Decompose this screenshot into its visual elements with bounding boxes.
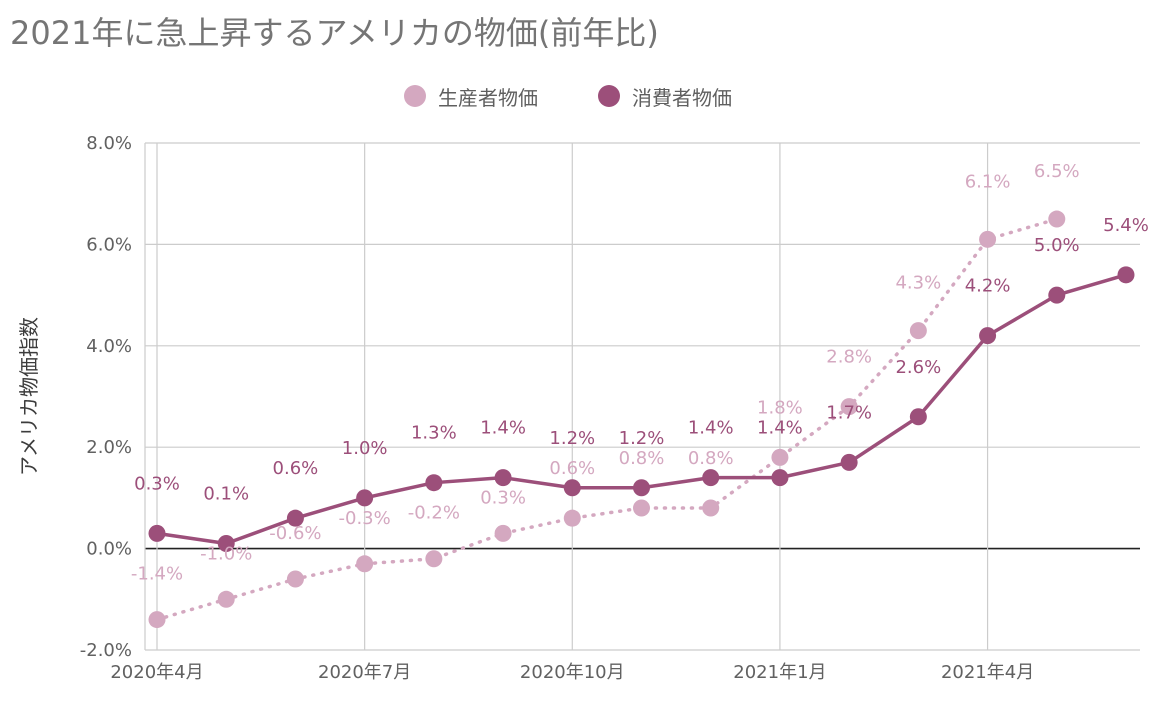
data-label-producer: 0.8% xyxy=(619,448,665,469)
point-producer xyxy=(702,499,720,517)
point-producer xyxy=(286,570,304,588)
data-label-consumer: 5.4% xyxy=(1103,215,1149,236)
data-label-consumer: 1.2% xyxy=(619,428,665,449)
legend-label-producer: 生産者物価 xyxy=(438,85,538,110)
x-tick-label: 2020年4月 xyxy=(110,662,203,683)
grid xyxy=(144,142,1140,651)
y-tick-label: 8.0% xyxy=(86,133,132,154)
x-tick-label: 2021年1月 xyxy=(733,662,826,683)
point-consumer xyxy=(425,474,443,492)
point-consumer xyxy=(840,453,858,471)
point-producer xyxy=(909,322,927,340)
x-tick-label: 2020年7月 xyxy=(318,662,411,683)
y-tick-label: 0.0% xyxy=(86,539,132,560)
point-producer xyxy=(1048,210,1066,228)
chart-title: 2021年に急上昇するアメリカの物価(前年比) xyxy=(10,14,659,52)
data-label-consumer: 2.6% xyxy=(895,357,941,378)
data-label-producer: 2.8% xyxy=(826,347,872,368)
point-producer xyxy=(840,398,858,416)
data-label-consumer: 1.4% xyxy=(688,418,734,439)
data-label-consumer: 5.0% xyxy=(1034,235,1080,256)
x-tick-label: 2021年4月 xyxy=(941,662,1034,683)
data-label-producer: 1.8% xyxy=(757,397,803,418)
data-label-consumer: 4.2% xyxy=(965,276,1011,297)
y-tick-label: 2.0% xyxy=(86,437,132,458)
point-consumer xyxy=(633,479,650,497)
point-consumer xyxy=(494,469,512,487)
point-consumer xyxy=(979,327,997,345)
data-labels: -1.4% -1.0% -0.6% -0.3% -0.2% 0.3% 0.6% 0.8% 0.8… xyxy=(131,161,1149,585)
legend: 生産者物価 消費者物価 xyxy=(0,80,1162,112)
point-consumer xyxy=(563,479,581,497)
y-tick-label: 6.0% xyxy=(86,234,132,255)
data-label-consumer: 1.2% xyxy=(549,428,595,449)
data-label-consumer: 0.6% xyxy=(273,458,319,479)
point-consumer xyxy=(217,535,235,553)
point-consumer xyxy=(356,489,374,507)
data-label-producer: 6.1% xyxy=(965,171,1011,192)
data-label-consumer: 1.4% xyxy=(480,418,526,439)
data-label-producer: 6.5% xyxy=(1034,161,1080,182)
data-label-producer: -0.3% xyxy=(339,508,391,529)
data-label-producer: 0.3% xyxy=(480,487,526,508)
point-producer xyxy=(494,524,512,542)
data-label-consumer: 1.7% xyxy=(826,402,872,423)
axes: -2.0% 0.0% 2.0% 4.0% 6.0% 8.0% 2020年4月 2020年7月 2… xyxy=(17,133,1034,683)
legend-item-consumer[interactable]: 消費者物価 xyxy=(598,80,732,112)
y-tick-label: -2.0% xyxy=(80,640,132,661)
point-consumer xyxy=(1048,286,1066,304)
legend-label-consumer: 消費者物価 xyxy=(632,85,732,110)
y-tick-label: 4.0% xyxy=(86,336,132,357)
point-producer xyxy=(217,590,235,608)
point-producer xyxy=(633,499,650,517)
data-label-producer: -0.6% xyxy=(269,523,321,544)
point-producer xyxy=(425,550,443,568)
data-label-consumer: 1.3% xyxy=(411,423,457,444)
point-consumer xyxy=(1117,266,1135,284)
data-label-producer: -1.4% xyxy=(131,564,183,585)
legend-marker-producer xyxy=(404,85,426,107)
legend-item-producer[interactable]: 生産者物価 xyxy=(404,80,538,112)
data-label-consumer: 0.3% xyxy=(134,473,180,494)
point-producer xyxy=(771,448,789,466)
point-producer xyxy=(979,230,997,248)
point-producer xyxy=(356,555,374,573)
y-axis-title: アメリカ物価指数 xyxy=(17,317,41,476)
legend-marker-consumer xyxy=(598,85,620,107)
point-consumer xyxy=(771,469,789,487)
data-label-producer: 0.6% xyxy=(549,458,595,479)
point-consumer xyxy=(286,509,304,527)
data-label-consumer: 1.0% xyxy=(342,438,388,459)
data-label-producer: -1.0% xyxy=(200,543,252,564)
point-consumer xyxy=(909,408,927,426)
data-label-producer: 4.3% xyxy=(895,273,941,294)
point-consumer xyxy=(702,469,720,487)
point-producer xyxy=(148,611,166,629)
data-label-producer: -0.2% xyxy=(408,503,460,524)
data-label-consumer: 0.1% xyxy=(203,484,249,505)
data-label-producer: 0.8% xyxy=(688,448,734,469)
point-consumer xyxy=(148,524,166,542)
point-producer xyxy=(563,509,581,527)
series xyxy=(148,210,1135,629)
data-label-consumer: 1.4% xyxy=(757,418,803,439)
x-tick-label: 2020年10月 xyxy=(520,662,625,683)
